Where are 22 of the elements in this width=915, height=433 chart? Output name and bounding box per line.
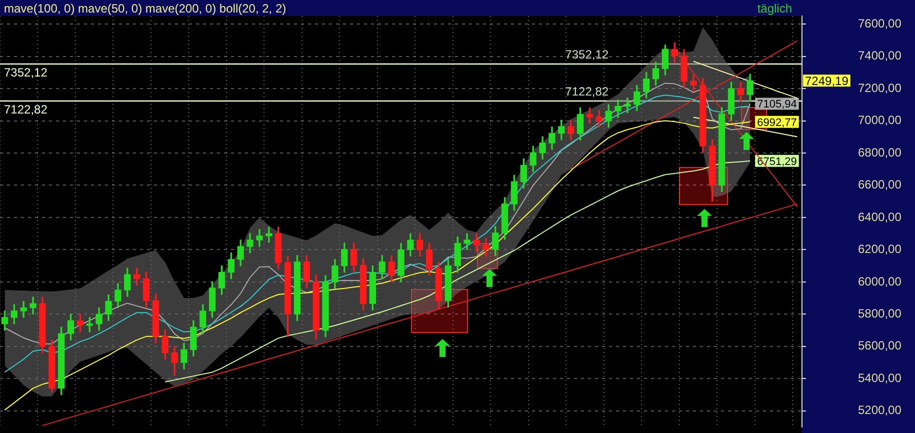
y-tick-label: 7000,00 xyxy=(858,113,902,128)
ref-line-label: 7352,12 xyxy=(4,65,48,80)
y-tick-label: 7200,00 xyxy=(858,80,902,95)
chart-title: mave(100, 0) mave(50, 0) mave(200, 0) boll(20, 2, 2) xyxy=(4,1,286,16)
ref-line-label: 7122,82 xyxy=(4,102,48,116)
y-tick-label: 7400,00 xyxy=(858,48,902,63)
y-tick-label: 5200,00 xyxy=(858,403,902,418)
data-label: 6992,77 xyxy=(757,116,797,129)
y-tick-label: 7600,00 xyxy=(858,16,902,30)
y-tick-label: 6200,00 xyxy=(858,242,902,256)
annotation: 7122,82 xyxy=(565,84,609,98)
y-tick-label: 6400,00 xyxy=(858,210,902,224)
y-tick-label: 6600,00 xyxy=(858,178,902,192)
text: täglich xyxy=(757,1,792,16)
y-tick-label: 5400,00 xyxy=(858,370,902,385)
annotation: 7352,12 xyxy=(565,47,609,62)
y-tick-label: 5600,00 xyxy=(858,338,902,353)
y-tick-label: 5800,00 xyxy=(858,306,902,320)
text: 7249,19 xyxy=(805,74,848,88)
data-label: 7105,94 xyxy=(757,98,797,111)
y-tick-label: 6800,00 xyxy=(858,145,902,160)
y-tick-label: 6000,00 xyxy=(858,274,902,288)
